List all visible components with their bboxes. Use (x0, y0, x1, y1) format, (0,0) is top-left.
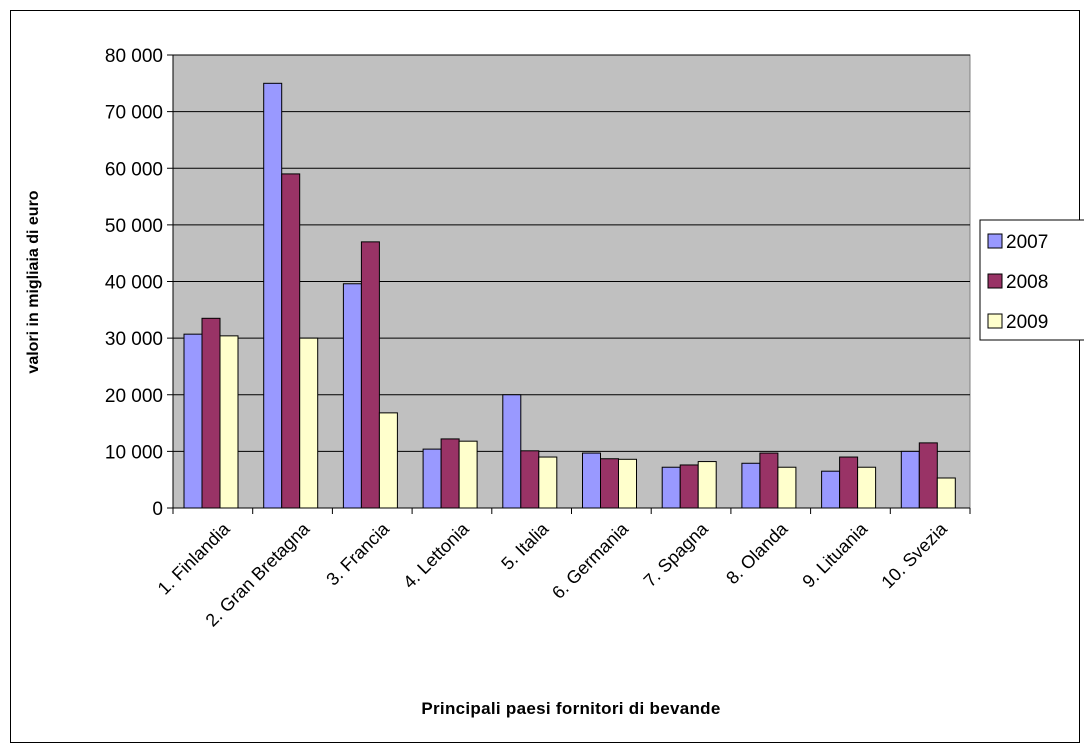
y-tick-label: 20 000 (105, 386, 163, 407)
legend-swatch-2007 (987, 233, 1003, 249)
bar-2007-1 (183, 333, 203, 509)
bar-2007-6 (582, 452, 601, 509)
bar-2009-3 (378, 412, 398, 509)
bar-2009-4 (458, 440, 478, 509)
bar-2007-10 (900, 450, 920, 509)
bar-2009-10 (936, 477, 956, 509)
bar-2009-9 (857, 466, 877, 509)
x-tick-label: 8. Olanda (722, 518, 792, 588)
bar-2009-1 (219, 335, 239, 509)
y-axis-label: valori in migliaia di euro (25, 190, 42, 373)
legend-label-2008: 2008 (1006, 272, 1048, 293)
y-tick-label: 80 000 (105, 46, 163, 67)
bar-2009-5 (538, 456, 558, 509)
bar-2008-3 (360, 241, 380, 509)
bar-2007-4 (422, 448, 442, 509)
x-tick-label: 9. Lituania (798, 518, 872, 592)
x-tick-label: 10. Svezia (877, 518, 951, 592)
y-tick-label: 60 000 (105, 159, 163, 180)
bar-2008-2 (281, 173, 301, 509)
y-tick-label: 70 000 (105, 103, 163, 124)
axes (167, 54, 971, 514)
x-tick-label: 5. Italia (497, 518, 553, 574)
bar-2008-6 (600, 458, 619, 509)
bar-2008-10 (918, 442, 938, 509)
bar-2009-7 (697, 461, 717, 509)
bar-2007-9 (821, 470, 841, 509)
bar-2008-5 (520, 450, 540, 509)
bar-2008-7 (679, 464, 699, 509)
legend-swatch-2009 (987, 313, 1003, 329)
bars (183, 82, 956, 509)
bar-2007-5 (502, 394, 522, 509)
bar-2009-8 (777, 466, 797, 509)
y-tick-label: 30 000 (105, 329, 163, 350)
legend: 2007 2008 2009 (979, 219, 1084, 341)
legend-label-2007: 2007 (1006, 232, 1048, 253)
legend-swatch-2008 (987, 273, 1003, 289)
x-tick-label: 3. Francia (322, 518, 393, 589)
y-tick-label: 50 000 (105, 216, 163, 237)
x-tick-label: 4. Lettonia (399, 518, 473, 592)
bar-2007-8 (741, 462, 761, 509)
y-tick-labels: 0 10 000 20 000 30 000 40 000 50 000 60 000 70 … (105, 46, 163, 520)
y-tick-label: 40 000 (105, 273, 163, 294)
bar-2009-2 (299, 337, 319, 509)
x-tick-label: 1. Finlandia (154, 518, 235, 599)
bar-2007-7 (661, 466, 681, 509)
bar-2008-9 (839, 456, 859, 509)
bar-2008-8 (759, 452, 779, 509)
y-tick-label: 10 000 (105, 442, 163, 463)
x-tick-label: 7. Spagna (640, 518, 713, 591)
bar-2007-3 (342, 283, 362, 509)
y-tick-label: 0 (152, 499, 163, 520)
x-tick-label: 6. Germania (548, 518, 633, 603)
legend-label-2009: 2009 (1006, 312, 1048, 333)
bar-2009-6 (618, 458, 637, 509)
x-axis-label: Principali paesi fornitori di bevande (421, 699, 720, 718)
bar-2008-4 (440, 438, 460, 509)
bar-2008-1 (201, 317, 221, 509)
bar-2007-2 (263, 82, 283, 509)
